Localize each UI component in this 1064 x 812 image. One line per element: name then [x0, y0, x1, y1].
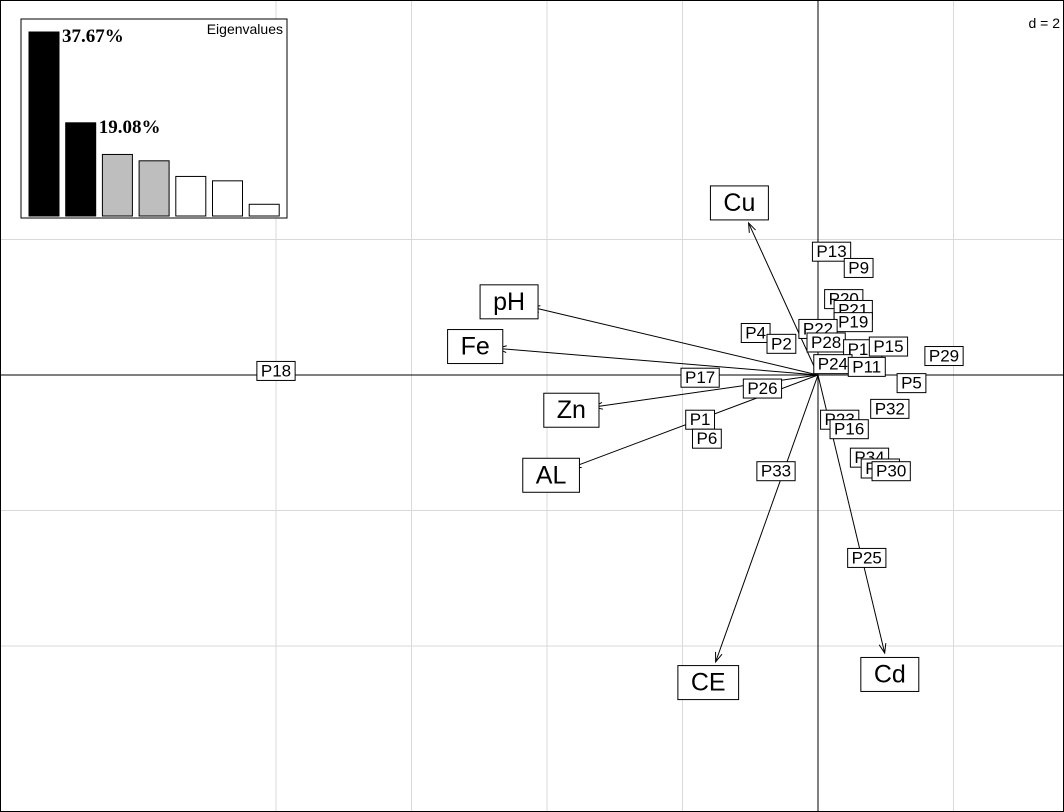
eigenvalues-title: Eigenvalues — [207, 21, 283, 37]
individual-label-p25: P25 — [847, 547, 887, 568]
svg-text:P5: P5 — [901, 374, 922, 393]
individual-label-p29: P29 — [924, 346, 964, 367]
svg-text:Cd: Cd — [874, 660, 906, 688]
arrowhead-ce — [715, 651, 723, 664]
eigenvalue-bar — [212, 180, 243, 217]
svg-text:P4: P4 — [745, 323, 766, 342]
arrowhead-cu — [747, 221, 756, 233]
svg-text:P32: P32 — [875, 399, 905, 418]
eigenvalue-bar — [65, 122, 97, 217]
individual-label-p5: P5 — [896, 373, 927, 394]
individual-label-p33: P33 — [756, 461, 796, 482]
arrow-ph — [530, 306, 819, 376]
individual-label-p26: P26 — [742, 378, 783, 399]
arrow-cu — [748, 222, 819, 376]
eigenvalue-pct-label: 19.08% — [99, 117, 161, 138]
variable-label-cd: Cd — [860, 656, 920, 692]
svg-text:P25: P25 — [852, 548, 882, 567]
arrowhead-cd — [878, 643, 887, 655]
individual-label-p4: P4 — [740, 322, 771, 343]
individual-label-p15: P15 — [868, 336, 909, 357]
individual-label-p17: P17 — [680, 367, 720, 388]
variable-arrows — [495, 221, 887, 664]
svg-text:P11: P11 — [852, 357, 881, 376]
svg-text:pH: pH — [493, 288, 525, 316]
eigenvalue-pct-label: 37.67% — [62, 26, 124, 47]
individual-label-p9: P9 — [843, 257, 874, 278]
individual-label-p1: P1 — [685, 409, 716, 430]
individual-label-p13: P13 — [811, 241, 852, 262]
svg-text:CE: CE — [691, 669, 726, 697]
eigenvalue-bar — [138, 160, 170, 217]
individual-label-p24: P24 — [813, 354, 853, 375]
eigenvalue-bar — [28, 31, 60, 217]
individual-label-p18: P18 — [256, 360, 296, 381]
individual-label-p28: P28 — [806, 332, 846, 353]
svg-text:P24: P24 — [818, 355, 848, 374]
svg-text:Cu: Cu — [723, 189, 755, 217]
variable-label-fe: Fe — [447, 329, 504, 365]
individual-label-p32: P32 — [870, 398, 910, 419]
svg-text:AL: AL — [536, 461, 567, 489]
svg-text:P16: P16 — [834, 420, 864, 439]
svg-text:P1: P1 — [690, 410, 711, 429]
eigenvalues-inset: 37.67% 19.08% Eigenvalues — [20, 18, 288, 219]
svg-text:P2: P2 — [771, 334, 792, 353]
individual-label-p19: P19 — [833, 312, 873, 333]
svg-text:P17: P17 — [685, 368, 715, 387]
eigenvalue-bar — [101, 153, 133, 217]
eigenvalue-bar — [248, 203, 280, 217]
arrow-fe — [497, 347, 819, 376]
svg-text:P9: P9 — [848, 258, 869, 277]
svg-text:P18: P18 — [261, 361, 291, 380]
individual-label-p6: P6 — [691, 428, 722, 449]
variable-label-ph: pH — [479, 284, 539, 320]
svg-text:P29: P29 — [929, 347, 959, 366]
svg-text:P15: P15 — [873, 337, 903, 356]
individual-label-p2: P2 — [766, 333, 797, 354]
variable-label-ce: CE — [677, 665, 740, 701]
svg-text:P33: P33 — [761, 462, 791, 481]
variable-label-cu: Cu — [709, 185, 769, 221]
svg-text:P30: P30 — [876, 462, 906, 481]
individual-label-p16: P16 — [829, 419, 869, 440]
variable-label-al: AL — [522, 457, 580, 493]
scale-label: d = 2 — [1028, 15, 1060, 31]
svg-text:P26: P26 — [747, 379, 777, 398]
svg-text:P28: P28 — [811, 333, 841, 352]
svg-text:P19: P19 — [838, 313, 868, 332]
arrow-ce — [715, 374, 819, 663]
eigenvalue-bar — [175, 175, 207, 217]
svg-text:P13: P13 — [816, 242, 846, 261]
individual-label-p11: P11 — [847, 356, 886, 377]
variable-label-zn: Zn — [543, 392, 600, 428]
svg-text:P6: P6 — [696, 429, 717, 448]
svg-text:Fe: Fe — [461, 333, 490, 361]
individual-label-p30: P30 — [871, 461, 911, 482]
svg-text:Zn: Zn — [557, 396, 586, 424]
